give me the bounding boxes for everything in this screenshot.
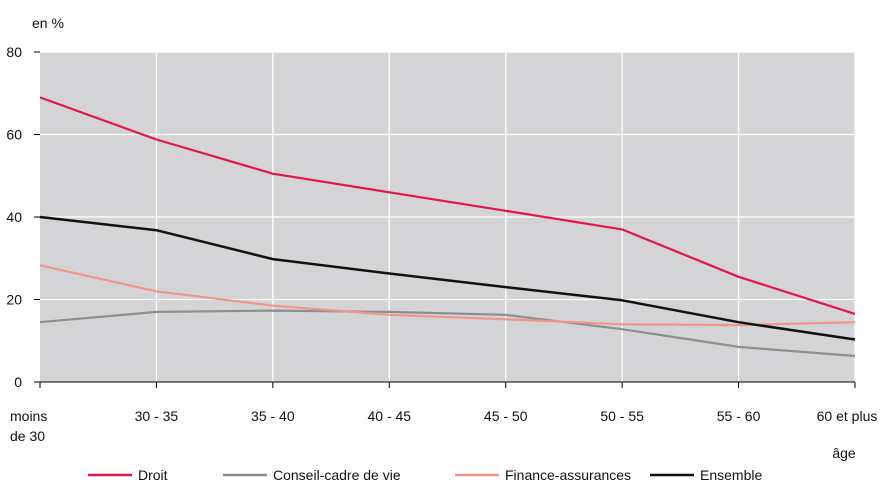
y-axis-label: en % <box>32 15 64 31</box>
grid-lines <box>40 51 856 382</box>
series-line-droit <box>39 96 856 315</box>
x-tick-label: 30 - 35 <box>135 408 179 424</box>
y-tick-label: 40 <box>6 209 22 225</box>
legend-label-droit: Droit <box>138 467 168 483</box>
x-tick-label: 45 - 50 <box>484 408 528 424</box>
x-axis-label: âge <box>832 445 856 461</box>
legend-label-conseil-cadre-de-vie: Conseil-cadre de vie <box>273 467 401 483</box>
series-lines <box>39 96 856 358</box>
legend: Droit Conseil-cadre de vie Finance-assuran… <box>88 467 762 483</box>
x-axis-ticks: moins de 30 30 - 35 35 - 40 40 - 45 45 - 50 50… <box>10 382 877 444</box>
series-line-conseil-cadre-de-vie <box>39 309 856 358</box>
y-tick-label: 0 <box>14 374 22 390</box>
y-tick-label: 80 <box>6 44 22 60</box>
x-tick-label: 40 - 45 <box>367 408 411 424</box>
y-tick-label: 20 <box>6 292 22 308</box>
y-axis-ticks: 0 20 40 60 80 <box>6 44 40 390</box>
series-line-finance-assurances <box>39 264 856 327</box>
series-line-ensemble <box>39 215 856 341</box>
x-tick-label: 35 - 40 <box>251 408 295 424</box>
x-tick-label: moins de 30 <box>10 408 47 444</box>
legend-label-finance-assurances: Finance-assurances <box>505 467 631 483</box>
legend-label-ensemble: Ensemble <box>700 467 762 483</box>
x-tick-label: 60 et plus <box>817 408 878 424</box>
y-tick-label: 60 <box>6 127 22 143</box>
x-tick-label: 50 - 55 <box>600 408 644 424</box>
x-tick-label: 55 - 60 <box>717 408 761 424</box>
